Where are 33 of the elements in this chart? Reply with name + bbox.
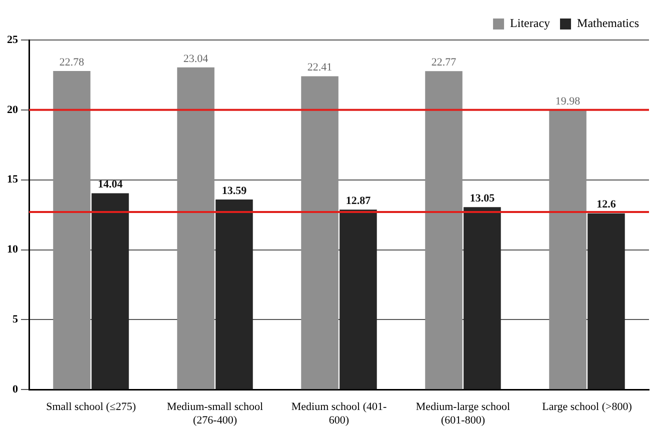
y-tick-label: 15 (7, 174, 18, 186)
bar (177, 67, 214, 390)
bar (53, 71, 90, 390)
bar (549, 110, 586, 390)
data-label: 12.87 (346, 194, 372, 207)
bar (301, 76, 338, 390)
data-label: 13.59 (222, 184, 248, 197)
bar (92, 193, 129, 390)
x-tick-label: Small school (≤275) (46, 401, 136, 414)
y-tick-label: 25 (7, 34, 18, 46)
bar (425, 71, 462, 390)
x-tick-label: Medium-large school (601-800) (416, 401, 510, 426)
bar (464, 207, 501, 390)
bar (340, 210, 377, 390)
legend-label: Mathematics (577, 16, 640, 30)
data-label: 23.04 (183, 52, 209, 65)
legend-label: Literacy (510, 16, 550, 30)
y-tick-label: 20 (7, 104, 18, 116)
x-tick-label: Large school (>800) (542, 401, 632, 414)
data-label: 14.04 (98, 178, 124, 191)
data-label: 22.77 (431, 56, 457, 69)
data-label: 19.98 (555, 96, 581, 108)
data-label: 22.78 (59, 56, 85, 68)
y-tick-label: 10 (7, 244, 18, 256)
y-tick-label: 5 (12, 314, 18, 326)
data-label: 12.6 (596, 198, 616, 211)
x-tick-label: Medium-small school (276-400) (166, 401, 264, 426)
y-tick-label: 0 (12, 383, 18, 396)
bar (216, 200, 253, 390)
x-tick-label: Medium school (401-600) (291, 401, 387, 426)
data-label: 22.41 (307, 62, 332, 74)
bar (588, 213, 625, 390)
data-label: 13.05 (470, 192, 496, 204)
